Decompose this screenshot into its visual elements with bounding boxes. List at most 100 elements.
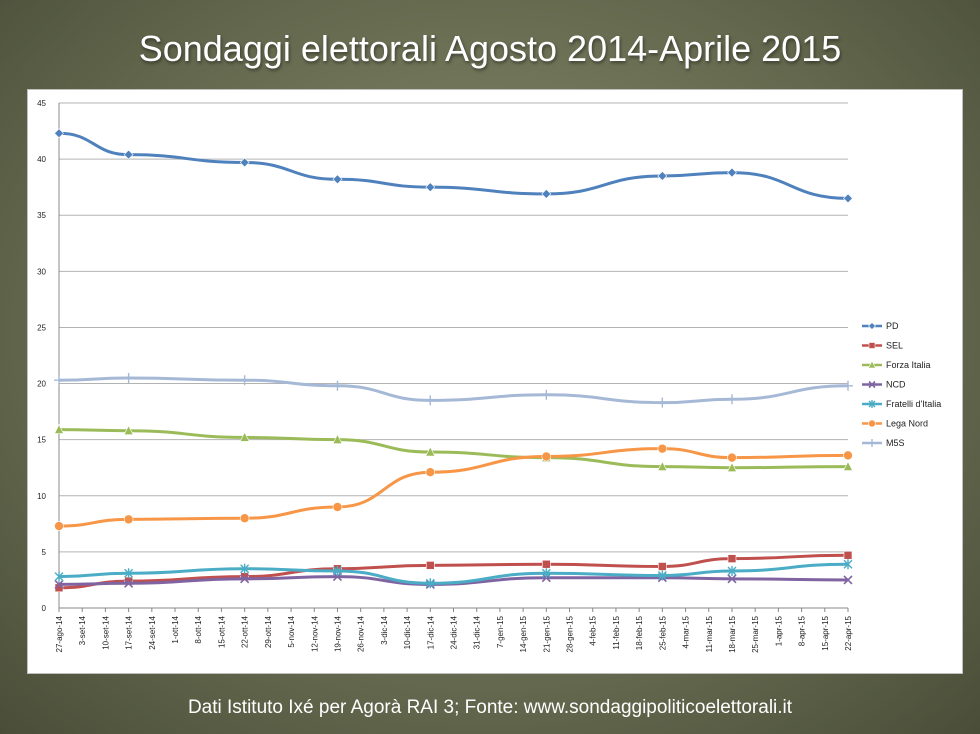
legend-label-forza-italia: Forza Italia (886, 360, 931, 370)
x-tick-label: 24-set-14 (148, 615, 157, 649)
x-tick-label: 17-dic-14 (426, 615, 435, 649)
data-point-fratelli-d-italia (54, 571, 64, 582)
y-tick-label: 20 (37, 380, 46, 389)
data-point-m5s (657, 397, 668, 408)
x-tick-label: 4-mar-15 (682, 615, 691, 648)
data-point-fratelli-d-italia (240, 563, 250, 574)
x-tick-label: 3-set-14 (78, 615, 87, 645)
data-point-lega-nord (332, 502, 343, 512)
data-point-pd (425, 182, 436, 193)
legend-item-m5s: M5S (862, 438, 905, 448)
x-tick-label: 31-dic-14 (473, 615, 482, 649)
legend-label-pd: PD (886, 321, 899, 331)
legend-label-sel: SEL (886, 341, 903, 351)
x-tick-label: 24-dic-14 (450, 615, 459, 649)
legend-label-fratelli-d-italia: Fratelli d'Italia (886, 399, 941, 409)
x-tick-label: 10-set-14 (101, 615, 110, 649)
source-footer: Dati Istituto Ixé per Agorà RAI 3; Fonte… (187, 697, 793, 718)
legend-item-forza-italia: Forza Italia (862, 360, 931, 370)
data-point-fratelli-d-italia (657, 570, 667, 581)
legend-item-lega-nord: Lega Nord (862, 419, 928, 429)
data-point-pd (727, 167, 737, 178)
y-tick-label: 15 (37, 436, 46, 445)
chart-panel: 0 5 10 15 20 25 30 35 40 45 27-ago-14 3-set-14 10-s… (27, 89, 963, 674)
data-point-m5s (332, 380, 343, 391)
x-tick-label: 4-feb-15 (589, 615, 598, 645)
y-tick-label: 10 (37, 492, 46, 501)
series-m5s (54, 372, 853, 408)
series-forza-italia (54, 423, 853, 473)
legend-label-lega-nord: Lega Nord (886, 419, 928, 429)
data-point-pd (54, 128, 64, 139)
x-tick-labels: 27-ago-14 3-set-14 10-set-14 17-set-14 24-se… (55, 615, 853, 652)
axes (58, 103, 849, 612)
x-tick-label: 11-mar-15 (705, 615, 714, 652)
data-point-lega-nord (727, 452, 737, 463)
data-point-sel (658, 562, 667, 571)
x-tick-label: 27-ago-14 (55, 615, 64, 652)
y-tick-label: 40 (37, 155, 46, 164)
legend-marker-forza-italia (868, 360, 876, 369)
x-tick-label: 1-apr-15 (774, 615, 783, 646)
series-line-pd (58, 131, 849, 200)
data-point-fratelli-d-italia (124, 568, 134, 579)
legend-marker-ncd (868, 380, 876, 389)
data-point-forza-italia (54, 423, 64, 434)
grid-lines (59, 102, 848, 553)
data-point-sel (843, 550, 853, 560)
data-point-lega-nord (657, 443, 668, 454)
legend-marker-fratelli-d-italia (868, 400, 876, 408)
data-point-pd (541, 188, 552, 199)
legend-marker-m5s (868, 439, 876, 447)
series-line-forza-italia (58, 428, 849, 470)
series-fratelli-d-italia (54, 559, 853, 589)
data-point-forza-italia (425, 446, 436, 457)
data-point-lega-nord (425, 467, 436, 478)
legend-item-ncd: NCD (862, 380, 906, 390)
y-tick-label: 30 (37, 267, 46, 276)
data-point-m5s (541, 389, 552, 400)
x-tick-label: 25-feb-15 (658, 615, 667, 650)
x-tick-label: 17-set-14 (125, 615, 134, 649)
y-tick-label: 0 (42, 604, 47, 613)
data-point-fratelli-d-italia (727, 565, 737, 576)
x-tick-label: 29-ott-14 (264, 615, 273, 648)
data-point-fratelli-d-italia (541, 568, 551, 579)
x-tick-label: 12-nov-14 (310, 615, 319, 652)
x-tick-label: 22-ott-14 (241, 615, 250, 648)
series-lines (54, 128, 853, 593)
series-lega-nord (54, 443, 853, 531)
x-tick-label: 15-ott-14 (217, 615, 226, 648)
x-tick-label: 26-nov-14 (357, 615, 366, 652)
y-tick-label: 45 (37, 99, 46, 108)
data-point-lega-nord (541, 451, 552, 462)
x-tick-label: 11-feb-15 (612, 615, 621, 649)
data-point-sel (425, 561, 435, 570)
data-point-lega-nord (54, 521, 64, 531)
legend-item-pd: PD (862, 321, 899, 331)
y-tick-label: 25 (37, 323, 46, 332)
data-point-m5s (239, 375, 250, 386)
data-point-sel (727, 554, 737, 563)
data-point-sel (542, 559, 551, 569)
data-point-lega-nord (123, 514, 134, 525)
y-tick-label: 35 (37, 211, 46, 220)
data-point-m5s (726, 394, 737, 405)
data-point-ncd (727, 574, 737, 584)
data-point-forza-italia (657, 460, 668, 471)
data-point-m5s (54, 375, 64, 386)
legend-marker-pd (868, 322, 876, 330)
data-point-forza-italia (726, 462, 737, 473)
data-point-forza-italia (843, 460, 853, 471)
x-tick-label: 14-gen-15 (519, 615, 528, 652)
data-point-ncd (240, 574, 250, 584)
data-point-fratelli-d-italia (425, 578, 435, 589)
x-tick-label: 18-mar-15 (728, 615, 737, 652)
slide-title: Sondaggi elettorali Agosto 2014-Aprile 2… (138, 28, 842, 69)
x-tick-label: 22-apr-15 (844, 615, 853, 650)
legend-item-fratelli-d-italia: Fratelli d'Italia (862, 399, 941, 409)
x-tick-label: 19-nov-14 (333, 615, 342, 652)
line-chart: 0 5 10 15 20 25 30 35 40 45 27-ago-14 3-set-14 10-s… (37, 99, 941, 653)
data-point-forza-italia (332, 433, 343, 444)
data-point-lega-nord (239, 513, 250, 524)
